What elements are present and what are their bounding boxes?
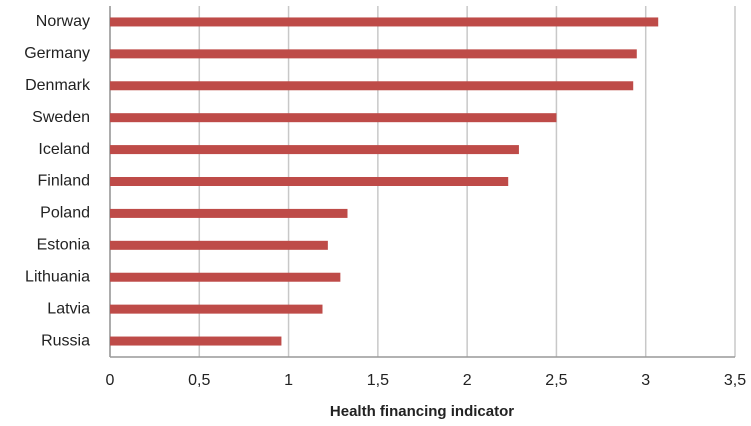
x-tick-label: 0,5	[188, 372, 210, 389]
bar	[110, 17, 659, 27]
y-tick-label: Estonia	[37, 237, 90, 254]
y-tick-label: Poland	[40, 205, 90, 222]
x-axis-title: Health financing indicator	[330, 403, 514, 420]
x-tick-label: 0	[106, 372, 115, 389]
y-tick-label: Latvia	[47, 300, 90, 317]
bar	[110, 272, 341, 282]
bar	[110, 81, 634, 91]
x-tick-label: 3	[641, 372, 650, 389]
x-tick-label: 3,5	[724, 372, 746, 389]
bar	[110, 145, 519, 155]
x-tick-label: 2,5	[545, 372, 567, 389]
bar	[110, 304, 323, 314]
y-tick-label: Germany	[24, 45, 90, 62]
y-tick-label: Iceland	[38, 141, 90, 158]
bar	[110, 240, 328, 250]
y-tick-label: Finland	[38, 173, 90, 190]
y-tick-label: Lithuania	[25, 268, 90, 285]
y-tick-label: Russia	[41, 332, 90, 349]
x-tick-label: 1,5	[367, 372, 389, 389]
bar	[110, 113, 557, 123]
bar	[110, 336, 282, 346]
x-tick-label: 1	[284, 372, 293, 389]
y-tick-label: Sweden	[32, 109, 90, 126]
bar	[110, 49, 637, 59]
bar	[110, 177, 509, 186]
y-tick-label: Denmark	[25, 77, 91, 94]
y-tick-label: Norway	[36, 13, 90, 30]
bar	[110, 208, 348, 218]
x-tick-label: 2	[463, 372, 472, 389]
